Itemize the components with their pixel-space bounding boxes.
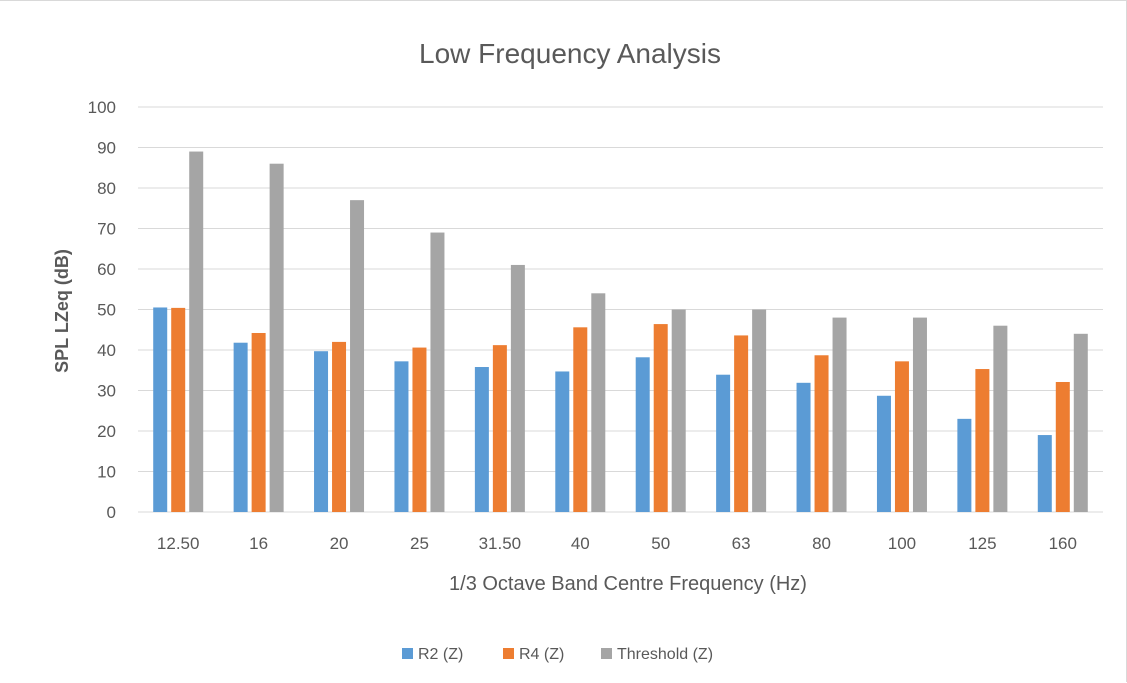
y-tick-label: 40: [97, 341, 116, 360]
bar-threshold-9: [912, 317, 927, 512]
bar-threshold-7: [752, 309, 767, 512]
y-tick-label: 70: [97, 220, 116, 239]
legend-swatch: [402, 648, 413, 659]
bar-r2-8: [796, 382, 811, 512]
x-tick-label: 31.50: [479, 534, 522, 553]
bar-r4-1: [251, 332, 266, 512]
gridlines: [138, 106, 1103, 513]
legend-swatch: [601, 648, 612, 659]
bar-threshold-0: [189, 151, 204, 513]
x-tick-label: 25: [410, 534, 429, 553]
y-tick-label: 10: [97, 463, 116, 482]
x-tick-label: 12.50: [157, 534, 200, 553]
bar-r2-6: [635, 357, 650, 512]
bar-r4-7: [734, 335, 749, 512]
y-tick-label: 30: [97, 382, 116, 401]
x-tick-label: 16: [249, 534, 268, 553]
legend-swatch: [503, 648, 514, 659]
bar-r4-4: [492, 345, 507, 512]
x-tick-label: 80: [812, 534, 831, 553]
bar-r4-10: [975, 369, 990, 512]
legend-item-0[interactable]: R2 (Z): [402, 646, 463, 663]
bar-r4-11: [1055, 381, 1070, 512]
legend[interactable]: R2 (Z) R4 (Z) Threshold (Z): [402, 646, 713, 663]
y-axis-ticks: 0 10 20 30 40 50 60 70 80 90 100: [88, 98, 116, 522]
legend-label: R4 (Z): [519, 646, 564, 663]
bar-r2-4: [474, 367, 489, 512]
bars: [153, 151, 1088, 513]
x-axis-title: 1/3 Octave Band Centre Frequency (Hz): [449, 573, 807, 595]
bar-r4-9: [894, 361, 909, 512]
bar-r2-1: [233, 342, 248, 512]
bar-r2-10: [957, 418, 972, 512]
y-tick-label: 90: [97, 139, 116, 158]
legend-item-1[interactable]: R4 (Z): [503, 646, 564, 663]
x-tick-label: 63: [732, 534, 751, 553]
bar-r4-0: [171, 307, 186, 512]
bar-r2-3: [394, 361, 409, 512]
bar-r2-9: [876, 395, 891, 512]
x-axis-ticks: 12.50 16 20 25 31.50 40 50 63 80 100 125 160: [157, 534, 1077, 553]
bar-r4-5: [573, 327, 588, 512]
bar-r2-5: [555, 371, 570, 512]
bar-r4-2: [332, 341, 347, 512]
x-tick-label: 160: [1049, 534, 1077, 553]
bar-threshold-3: [430, 232, 445, 513]
y-tick-label: 80: [97, 179, 116, 198]
y-tick-label: 20: [97, 422, 116, 441]
x-tick-label: 100: [888, 534, 916, 553]
bar-r2-7: [716, 374, 731, 512]
bar-threshold-2: [350, 200, 365, 512]
y-axis-title: SPL LZeq (dB): [52, 249, 72, 373]
bar-r2-0: [153, 307, 168, 512]
bar-threshold-11: [1073, 333, 1088, 512]
legend-label: R2 (Z): [418, 646, 463, 663]
x-tick-label: 50: [651, 534, 670, 553]
x-tick-label: 125: [968, 534, 996, 553]
legend-label: Threshold (Z): [617, 646, 713, 663]
y-tick-label: 100: [88, 98, 116, 117]
bar-r2-2: [314, 351, 329, 512]
bar-r4-3: [412, 347, 427, 512]
bar-threshold-8: [832, 317, 847, 512]
chart-title: Low Frequency Analysis: [419, 38, 721, 69]
bar-r4-6: [653, 324, 668, 512]
bar-threshold-5: [591, 293, 606, 512]
legend-item-2[interactable]: Threshold (Z): [601, 646, 713, 663]
x-tick-label: 40: [571, 534, 590, 553]
y-tick-label: 50: [97, 301, 116, 320]
bar-r2-11: [1037, 435, 1052, 512]
bar-threshold-4: [510, 264, 525, 512]
bar-r4-8: [814, 355, 829, 512]
bar-threshold-1: [269, 163, 284, 512]
bar-threshold-6: [671, 309, 686, 512]
y-tick-label: 0: [107, 503, 116, 522]
x-tick-label: 20: [330, 534, 349, 553]
bar-threshold-10: [993, 325, 1008, 512]
y-tick-label: 60: [97, 260, 116, 279]
